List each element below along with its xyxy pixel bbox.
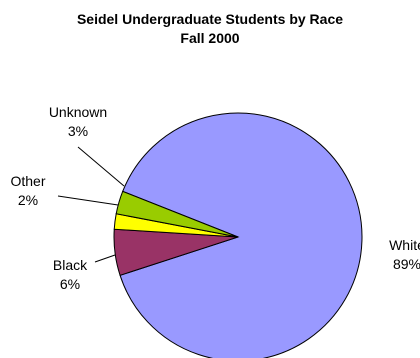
chart-subtitle: Fall 2000 <box>180 30 240 46</box>
leader-line-unknown <box>77 146 125 187</box>
slice-percent-white: 89% <box>393 256 420 272</box>
slice-percent-other: 2% <box>18 192 38 208</box>
leader-lines <box>57 146 125 263</box>
slice-labels: White 89% Black 6% Other 2% Unknown 3% <box>10 104 420 292</box>
chart-title: Seidel Undergraduate Students by Race <box>76 11 344 27</box>
slice-label-black: Black <box>53 257 88 273</box>
slice-label-other: Other <box>10 173 45 189</box>
slice-label-unknown: Unknown <box>49 104 107 120</box>
slice-percent-unknown: 3% <box>68 123 88 139</box>
pie-slice-white <box>119 112 363 358</box>
leader-line-black <box>94 254 116 263</box>
pie-slices <box>113 112 363 358</box>
slice-label-white: White <box>389 237 420 253</box>
leader-line-other <box>57 195 119 206</box>
pie-slice-unknown <box>115 190 239 238</box>
slice-percent-black: 6% <box>60 276 80 292</box>
